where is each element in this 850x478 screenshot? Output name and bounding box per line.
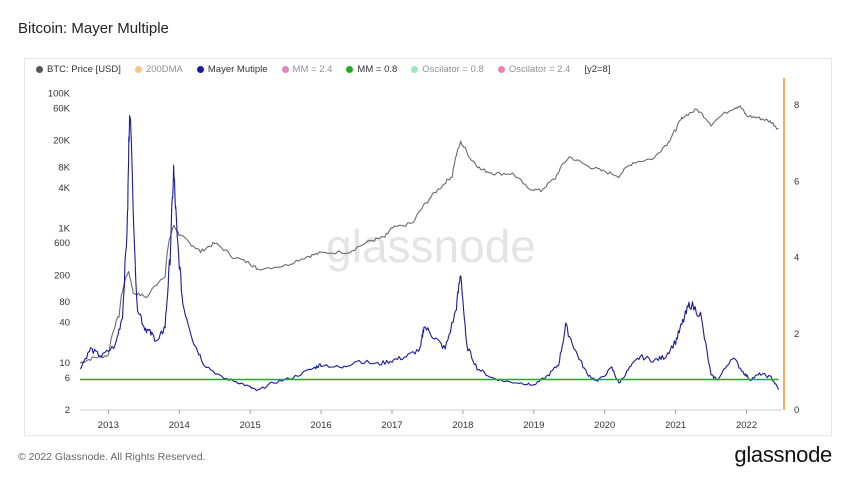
- y-left-tick-6: 600: [54, 238, 70, 249]
- legend-label: Oscilator = 0.8: [422, 64, 484, 75]
- legend-item-5[interactable]: Oscilator = 0.8: [411, 64, 484, 75]
- legend-item-7[interactable]: [y2=8]: [584, 64, 610, 75]
- y-left-tick-2: 20K: [53, 136, 71, 147]
- chart-legend: BTC: Price [USD] 200DMA Mayer Mutiple MM = …: [36, 64, 610, 75]
- glassnode-logo[interactable]: glassnode: [734, 442, 832, 467]
- legend-label: Mayer Mutiple: [207, 64, 268, 75]
- x-tick-8: 2021: [665, 420, 686, 431]
- legend-label: MM = 2.4: [292, 64, 333, 75]
- legend-item-1[interactable]: 200DMA: [134, 64, 183, 75]
- legend-dot: [497, 66, 505, 73]
- y-left-tick-12: 2: [65, 405, 70, 416]
- x-tick-2: 2015: [240, 420, 261, 431]
- watermark-text: glassnode: [326, 220, 536, 272]
- y-left-tick-10: 10: [59, 358, 70, 369]
- x-tick-4: 2017: [381, 420, 402, 431]
- y-left-tick-9: 40: [59, 317, 70, 328]
- x-tick-1: 2014: [169, 420, 190, 431]
- legend-dot: [134, 66, 142, 73]
- legend-item-4[interactable]: MM = 0.8: [346, 64, 397, 75]
- legend-label: Oscilator = 2.4: [508, 64, 571, 75]
- y-left-tick-5: 1K: [58, 223, 70, 234]
- legend-dot: [411, 66, 419, 73]
- legend-label: BTC: Price [USD]: [47, 64, 121, 75]
- legend-item-0[interactable]: BTC: Price [USD]: [36, 64, 121, 75]
- copyright-footer: © 2022 Glassnode. All Rights Reserved.: [18, 451, 206, 463]
- x-tick-3: 2016: [311, 420, 332, 431]
- y-left-tick-11: 6: [65, 373, 70, 384]
- legend-item-3[interactable]: MM = 2.4: [281, 64, 333, 75]
- legend-label: MM = 0.8: [357, 64, 398, 75]
- legend-dot: [196, 66, 204, 73]
- series-line-1: [79, 115, 780, 392]
- x-tick-7: 2020: [594, 420, 615, 431]
- y-right-tick-3: 2: [794, 329, 799, 340]
- legend-dot: [36, 66, 43, 73]
- y-right-tick-4: 0: [794, 405, 799, 416]
- legend-dot: [281, 66, 289, 73]
- y-left-tick-0: 100K: [48, 89, 71, 100]
- legend-item-6[interactable]: Oscilator = 2.4: [497, 64, 571, 75]
- legend-label: 200DMA: [145, 64, 183, 75]
- legend-dot: [346, 66, 354, 73]
- y-left-tick-1: 60K: [53, 104, 71, 115]
- y-right-tick-1: 6: [794, 176, 799, 187]
- y-left-tick-4: 4K: [58, 183, 70, 194]
- x-tick-5: 2018: [452, 420, 473, 431]
- legend-item-2[interactable]: Mayer Mutiple: [196, 64, 268, 75]
- y-left-tick-3: 8K: [58, 163, 70, 174]
- chart-frame: [24, 58, 832, 436]
- x-tick-9: 2022: [736, 420, 757, 431]
- y-right-tick-2: 4: [794, 253, 799, 264]
- series-line-0: [79, 105, 779, 364]
- y-left-tick-7: 200: [54, 270, 70, 281]
- y-left-tick-8: 80: [59, 297, 70, 308]
- chart-title: Bitcoin: Mayer Multiple: [18, 20, 169, 37]
- legend-label: [y2=8]: [584, 64, 611, 75]
- x-tick-6: 2019: [523, 420, 544, 431]
- x-tick-0: 2013: [98, 420, 119, 431]
- y-right-tick-0: 8: [794, 100, 799, 111]
